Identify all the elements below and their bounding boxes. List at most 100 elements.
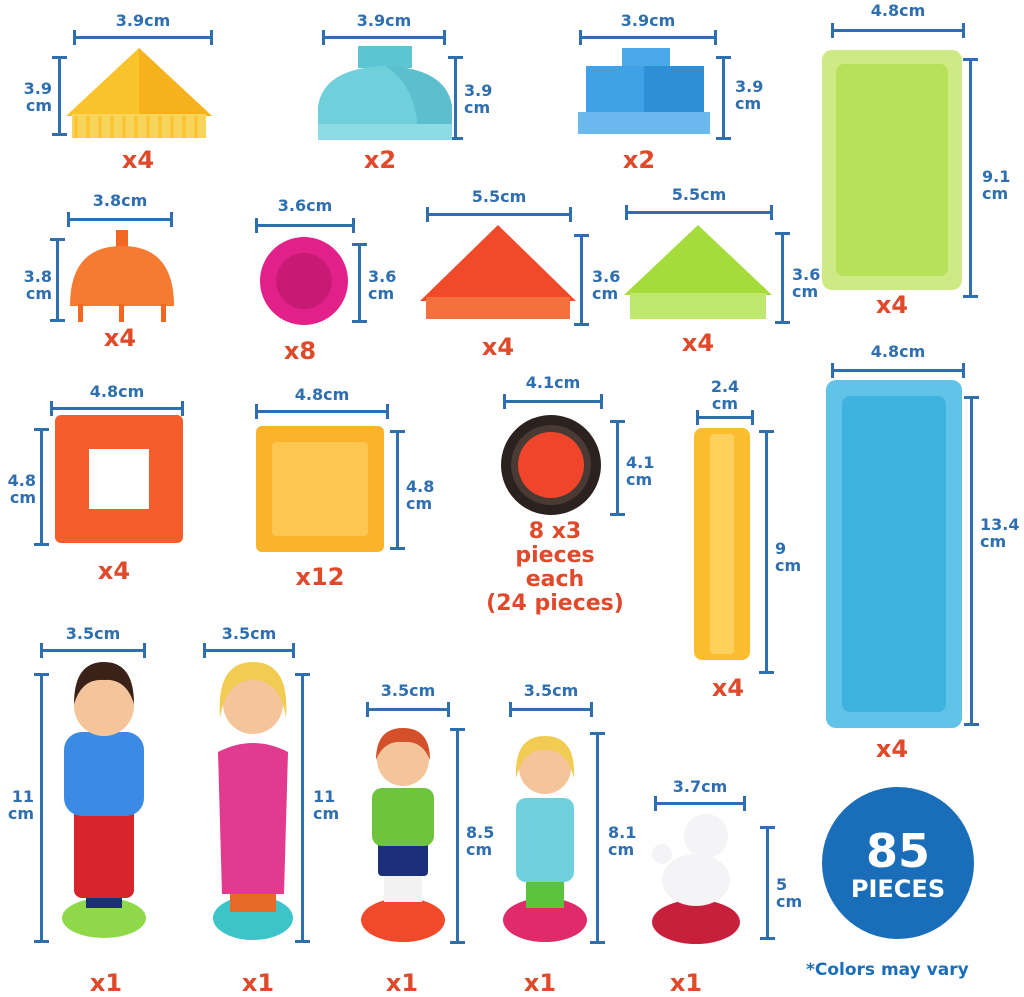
height-dimension-line xyxy=(716,56,731,140)
green-triangle-piece xyxy=(624,225,772,319)
wheel-piece xyxy=(501,415,601,515)
height-label: 4.8 cm xyxy=(7,471,36,507)
orange-square-frame-piece xyxy=(55,415,183,543)
badge-number: 85 xyxy=(865,824,930,878)
width-label: 4.1cm xyxy=(525,373,581,392)
width-label: 2.4 cm xyxy=(710,377,740,413)
width-dimension-line xyxy=(67,212,173,227)
width-label: 5.5cm xyxy=(671,185,727,204)
blue-block-roof-piece xyxy=(578,48,710,134)
width-dimension-line xyxy=(509,702,593,717)
height-dimension-line xyxy=(295,673,310,943)
count-label: x1 xyxy=(523,969,557,997)
yellow-stick-piece xyxy=(694,428,750,660)
height-label: 11 cm xyxy=(313,787,340,823)
width-label: 3.6cm xyxy=(277,196,333,215)
count-label: x2 xyxy=(363,146,397,174)
height-dimension-line xyxy=(590,732,605,944)
height-dimension-line xyxy=(450,728,465,944)
height-label: 3.6 cm xyxy=(592,267,621,303)
height-label: 3.9 cm xyxy=(464,81,493,117)
count-label: x8 xyxy=(283,337,317,365)
width-label: 4.8cm xyxy=(294,385,350,404)
width-dimension-line xyxy=(426,207,572,222)
width-label: 3.5cm xyxy=(65,624,121,643)
height-dimension-line xyxy=(610,420,625,516)
width-label: 3.5cm xyxy=(221,624,277,643)
height-label: 13.4 cm xyxy=(980,515,1020,551)
height-dimension-line xyxy=(775,232,790,324)
count-label: x4 xyxy=(121,146,155,174)
width-dimension-line xyxy=(503,394,603,409)
height-label: 5 cm xyxy=(776,875,803,911)
count-label: x1 xyxy=(385,969,419,997)
height-dimension-line xyxy=(34,428,49,546)
height-dimension-line xyxy=(760,826,775,940)
width-label: 5.5cm xyxy=(471,187,527,206)
width-label: 4.8cm xyxy=(870,342,926,361)
girl-figure xyxy=(503,736,587,942)
height-label: 3.9 cm xyxy=(735,77,764,113)
man-figure xyxy=(62,662,146,938)
count-label: x4 xyxy=(875,735,909,763)
height-label: 9 cm xyxy=(775,539,802,575)
colors-may-vary-note: *Colors may vary xyxy=(806,960,969,980)
width-dimension-line xyxy=(40,643,146,658)
height-dimension-line xyxy=(448,56,463,140)
width-dimension-line xyxy=(654,796,746,811)
badge-label: PIECES xyxy=(850,875,946,903)
count-label: x4 xyxy=(97,557,131,585)
poodle-figure xyxy=(652,814,740,944)
width-label: 4.8cm xyxy=(89,382,145,401)
height-dimension-line xyxy=(52,56,67,136)
height-dimension-line xyxy=(574,234,589,326)
width-label: 4.8cm xyxy=(870,1,926,20)
yellow-pyramid-piece xyxy=(66,48,212,138)
count-label: 8 x3 pieces each (24 pieces) xyxy=(486,519,624,616)
height-label: 8.5 cm xyxy=(466,823,495,859)
height-label: 4.1 cm xyxy=(626,453,655,489)
width-dimension-line xyxy=(255,404,389,419)
pieces-count-badge: 85 PIECES xyxy=(822,787,974,939)
width-label: 3.5cm xyxy=(380,681,436,700)
width-label: 3.9cm xyxy=(356,11,412,30)
height-dimension-line xyxy=(50,238,65,322)
count-label: x2 xyxy=(622,146,656,174)
width-dimension-line xyxy=(579,30,717,45)
height-label: 3.6 cm xyxy=(792,265,821,301)
width-label: 3.5cm xyxy=(523,681,579,700)
pink-round-piece xyxy=(260,237,348,325)
count-label: x1 xyxy=(241,969,275,997)
width-label: 3.7cm xyxy=(672,777,728,796)
width-dimension-line xyxy=(831,363,965,378)
blue-long-panel-piece xyxy=(826,380,962,728)
count-label: x1 xyxy=(669,969,703,997)
width-label: 3.9cm xyxy=(620,11,676,30)
width-label: 3.8cm xyxy=(92,191,148,210)
height-dimension-line xyxy=(759,430,774,674)
width-dimension-line xyxy=(322,30,446,45)
width-dimension-line xyxy=(73,30,213,45)
height-dimension-line xyxy=(352,243,367,323)
height-label: 3.8 cm xyxy=(23,267,52,303)
count-label: x4 xyxy=(481,333,515,361)
height-label: 8.1 cm xyxy=(608,823,637,859)
count-label: x4 xyxy=(103,324,137,352)
height-dimension-line xyxy=(963,58,978,298)
count-label: x4 xyxy=(711,674,745,702)
height-label: 4.8 cm xyxy=(406,477,435,513)
yellow-square-piece xyxy=(256,426,384,552)
count-label: x4 xyxy=(875,291,909,319)
height-label: 11 cm xyxy=(7,787,34,823)
red-triangle-piece xyxy=(420,225,576,319)
woman-figure xyxy=(213,662,293,940)
count-label: x12 xyxy=(295,563,345,591)
height-label: 3.6 cm xyxy=(368,267,397,303)
width-dimension-line xyxy=(625,205,773,220)
height-label: 3.9 cm xyxy=(23,79,52,115)
count-label: x4 xyxy=(681,329,715,357)
width-label: 3.9cm xyxy=(115,11,171,30)
aqua-dome-roof-piece xyxy=(318,46,452,140)
orange-dome-piece xyxy=(70,230,174,322)
width-dimension-line xyxy=(255,218,355,233)
